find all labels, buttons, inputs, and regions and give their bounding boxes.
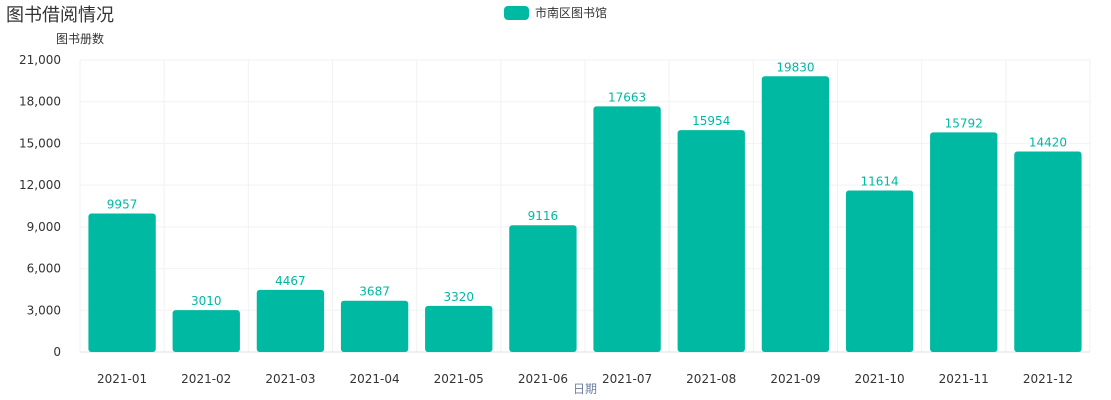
x-tick-label: 2021-06 [518, 372, 568, 386]
x-tick-label: 2021-02 [181, 372, 231, 386]
bar [1014, 151, 1082, 352]
x-axis-title: 日期 [573, 382, 597, 396]
y-tick-label: 6,000 [27, 262, 61, 276]
y-axis-title: 图书册数 [56, 31, 104, 46]
y-tick-label: 18,000 [19, 95, 61, 109]
x-tick-label: 2021-08 [686, 372, 736, 386]
data-label: 17663 [608, 90, 646, 104]
data-label: 3320 [443, 290, 474, 304]
x-tick-label: 2021-10 [855, 372, 905, 386]
grid-lines [79, 59, 1091, 352]
x-tick-label: 2021-07 [602, 372, 652, 386]
bar [340, 300, 409, 352]
legend[interactable]: 市南区图书馆 [504, 4, 607, 21]
y-tick-label: 21,000 [19, 53, 61, 67]
legend-swatch [504, 5, 529, 20]
data-label: 19830 [776, 60, 814, 74]
chart-title: 图书借阅情况 [6, 5, 114, 26]
data-label: 11614 [860, 175, 898, 189]
axes: 0 3,000 6,000 9,000 12,000 15,000 18,000 21,000… [19, 53, 1090, 386]
data-label: 14420 [1029, 135, 1067, 149]
y-tick-label: 9,000 [27, 220, 61, 234]
x-tick-label: 2021-05 [434, 372, 484, 386]
bar [425, 305, 493, 352]
x-tick-label: 2021-03 [265, 372, 315, 386]
data-label: 3687 [359, 285, 390, 299]
bar [845, 190, 914, 352]
bar [172, 310, 240, 352]
data-labels: 9957 3010 4467 3687 3320 9116 17663 15954 19830 1… [107, 60, 1067, 308]
data-label: 15954 [692, 114, 730, 128]
bar [593, 106, 661, 352]
x-tick-label: 2021-09 [770, 372, 820, 386]
data-label: 4467 [275, 274, 306, 288]
x-tick-label: 2021-11 [939, 372, 989, 386]
y-tick-label: 15,000 [19, 136, 61, 150]
x-tick-label: 2021-04 [350, 372, 400, 386]
bar [88, 213, 156, 352]
y-tick-label: 0 [53, 345, 61, 359]
bars [88, 76, 1082, 353]
legend-label: 市南区图书馆 [535, 6, 608, 20]
x-tick-label: 2021-12 [1023, 372, 1073, 386]
bar [677, 130, 745, 352]
data-label: 15792 [945, 116, 983, 130]
bar [509, 225, 577, 352]
data-label: 9116 [528, 209, 559, 223]
bar [761, 76, 830, 353]
y-tick-label: 12,000 [19, 178, 61, 192]
data-label: 9957 [107, 198, 138, 212]
bar [256, 289, 325, 352]
y-tick-label: 3,000 [27, 303, 61, 317]
bar [930, 132, 998, 352]
x-tick-label: 2021-01 [97, 372, 147, 386]
data-label: 3010 [191, 294, 222, 308]
